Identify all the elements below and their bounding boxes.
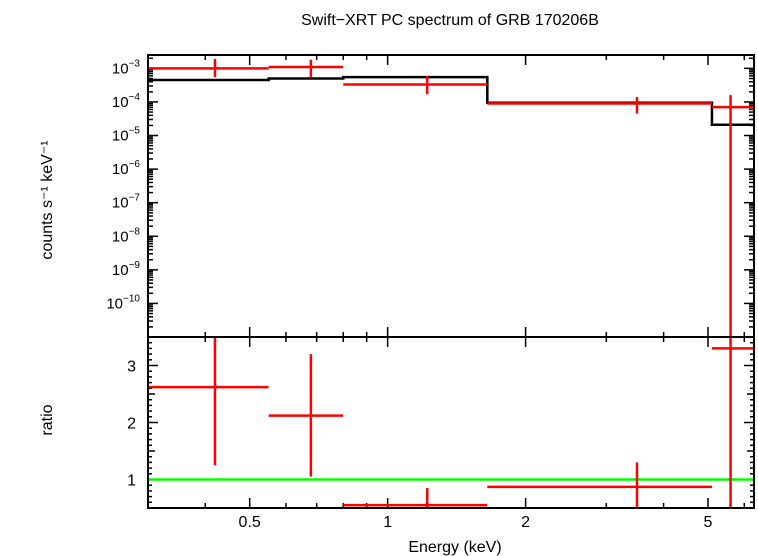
x-tick-label: 5 — [704, 514, 713, 531]
spectrum-panel: 10−3 10−4 10−5 10−6 10−7 10−8 10−9 10−10 — [106, 54, 755, 338]
spectrum-ytick-label: 10−5 — [112, 126, 141, 145]
spectrum-ytick-label: 10−7 — [112, 193, 141, 212]
y-axis-label-ratio: ratio — [39, 404, 56, 435]
spectrum-ytick-label: 10−8 — [112, 226, 141, 245]
model-step-line — [148, 75, 754, 126]
ratio-frame — [147, 336, 755, 509]
x-axis-label: Energy (keV) — [408, 539, 501, 556]
spectrum-ytick-label: 10−3 — [112, 58, 141, 77]
x-tick-label: 1 — [383, 514, 392, 531]
ratio-data-point — [148, 337, 269, 466]
spectrum-data-point — [148, 59, 269, 78]
ratio-data-point — [711, 337, 754, 508]
x-tick-label: 0.5 — [239, 514, 261, 531]
spectrum-ytick-label: 10−6 — [112, 159, 141, 178]
spectrum-data-point — [343, 75, 488, 95]
spectrum-data-point — [268, 59, 344, 78]
ratio-ytick-label: 1 — [127, 473, 136, 490]
spectrum-ytick-label: 10−4 — [112, 92, 141, 111]
ratio-ytick-label: 3 — [127, 359, 136, 376]
y-axis-label-spectrum: counts s⁻¹ keV⁻¹ — [39, 140, 56, 259]
spectrum-ytick-label: 10−9 — [112, 260, 141, 279]
spectrum-data-point — [711, 95, 754, 337]
ratio-frame-border — [147, 336, 755, 509]
spectrum-data-point — [487, 97, 712, 114]
ratio-data-point — [487, 462, 712, 508]
x-tick-label: 2 — [521, 514, 530, 531]
ratio-ytick-label: 2 — [127, 416, 136, 433]
ratio-panel: 1 2 3 0.5 1 2 5 — [127, 336, 755, 531]
spectrum-frame — [147, 54, 755, 338]
chart-title: Swift−XRT PC spectrum of GRB 170206B — [301, 12, 599, 29]
spectrum-frame-border — [147, 54, 755, 338]
ratio-data-point — [268, 354, 344, 477]
spectrum-ytick-label: 10−10 — [106, 293, 140, 312]
ratio-data-point — [343, 488, 488, 508]
